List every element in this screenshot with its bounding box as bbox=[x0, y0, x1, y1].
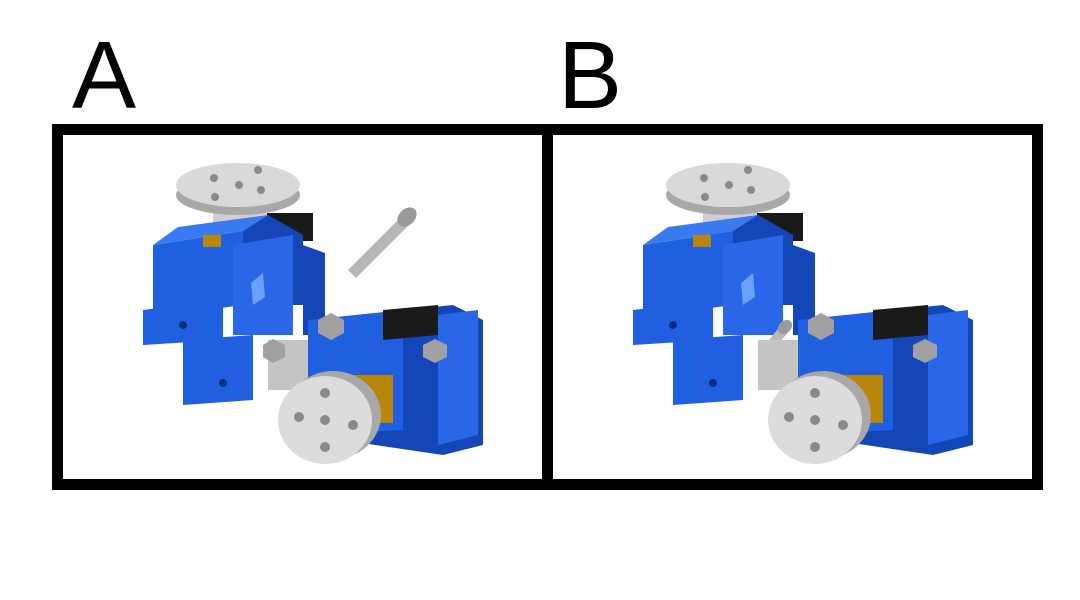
panel-a-label: A bbox=[72, 22, 137, 129]
lower-block bbox=[183, 335, 253, 405]
indicator-tab bbox=[741, 273, 755, 305]
upper-bracket-front bbox=[643, 231, 733, 317]
nut-upper bbox=[808, 313, 834, 340]
nut-lower bbox=[263, 339, 285, 363]
bolt-head bbox=[777, 319, 793, 335]
panel-a-mechanism-illustration bbox=[143, 163, 483, 464]
panel-b-frame bbox=[542, 124, 1043, 490]
nut-right bbox=[913, 339, 937, 363]
nut-right bbox=[423, 339, 447, 363]
lower-block bbox=[673, 335, 743, 405]
indicator-tab bbox=[251, 273, 265, 305]
servo-assembly bbox=[633, 163, 973, 464]
lower-motor bbox=[383, 305, 438, 340]
servo-assembly bbox=[143, 163, 483, 464]
bolt-head bbox=[397, 207, 417, 227]
bolt-shaft bbox=[348, 215, 411, 278]
lower-motor bbox=[873, 305, 928, 340]
panel-b-label: B bbox=[558, 22, 623, 129]
nut-upper bbox=[318, 313, 344, 340]
panel-a-frame bbox=[52, 124, 553, 490]
panel-b-mechanism-illustration bbox=[633, 163, 973, 464]
upper-bracket-front bbox=[153, 231, 243, 317]
